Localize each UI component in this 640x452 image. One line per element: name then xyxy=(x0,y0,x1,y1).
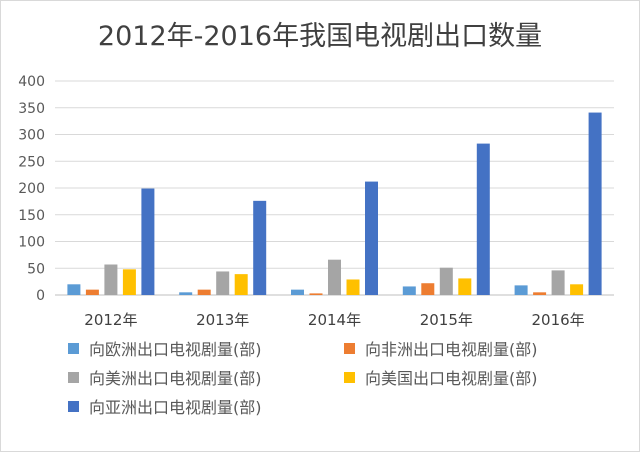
bar xyxy=(234,274,248,295)
bar xyxy=(197,289,211,295)
legend-swatch xyxy=(344,342,355,354)
bar xyxy=(67,284,81,295)
bar xyxy=(439,267,453,295)
y-tick-label: 350 xyxy=(18,101,45,117)
legend-label: 向欧洲出口电视剧量(部) xyxy=(89,340,262,359)
bar xyxy=(570,284,584,295)
bar xyxy=(122,269,136,295)
bar xyxy=(421,283,435,295)
bar xyxy=(476,143,490,295)
bar xyxy=(179,292,193,295)
legend-swatch xyxy=(68,342,79,354)
legend-swatch xyxy=(68,400,79,412)
x-tick-label: 2016年 xyxy=(532,311,585,329)
bar xyxy=(291,289,304,295)
x-axis-category-labels: 2012年 2013年 2014年 2015年 2016年 xyxy=(84,311,584,329)
legend-label: 向美国出口电视剧量(部) xyxy=(365,369,538,388)
y-axis-tick-labels: 0 50 100 150 200 250 300 350 400 xyxy=(18,74,45,304)
bar xyxy=(253,200,267,295)
y-tick-label: 150 xyxy=(18,208,45,224)
legend: 向欧洲出口电视剧量(部) 向非洲出口电视剧量(部) 向美洲出口电视剧量(部) 向美国出… xyxy=(68,336,628,418)
legend-item: 向亚洲出口电视剧量(部) xyxy=(68,394,344,418)
y-tick-label: 400 xyxy=(18,74,45,90)
legend-item: 向非洲出口电视剧量(部) xyxy=(344,336,620,360)
y-tick-label: 100 xyxy=(18,235,45,251)
bar xyxy=(551,270,565,295)
legend-label: 向非洲出口电视剧量(部) xyxy=(365,340,538,359)
legend-swatch xyxy=(68,371,79,383)
x-tick-label: 2014年 xyxy=(308,311,361,329)
bar xyxy=(365,181,378,295)
chart-title: 2012年-2016年我国电视剧出口数量 xyxy=(97,21,543,52)
bar xyxy=(85,289,99,295)
legend-label: 向亚洲出口电视剧量(部) xyxy=(89,398,262,417)
y-tick-label: 0 xyxy=(36,288,45,304)
bar xyxy=(458,278,472,295)
bar xyxy=(402,286,416,295)
legend-item: 向欧洲出口电视剧量(部) xyxy=(68,336,344,360)
bar xyxy=(104,264,118,295)
legend-item: 向美洲出口电视剧量(部) xyxy=(68,365,344,389)
legend-item: 向美国出口电视剧量(部) xyxy=(344,365,620,389)
legend-swatch xyxy=(344,371,355,383)
bar xyxy=(588,112,602,295)
bar xyxy=(216,271,230,295)
bars xyxy=(67,112,602,295)
y-tick-label: 300 xyxy=(18,128,45,144)
legend-label: 向美洲出口电视剧量(部) xyxy=(89,369,262,388)
bar xyxy=(141,188,155,295)
bar xyxy=(514,285,528,295)
bar xyxy=(328,259,341,295)
y-tick-label: 250 xyxy=(18,154,45,170)
x-tick-label: 2013年 xyxy=(196,311,249,329)
bar xyxy=(309,293,323,295)
x-tick-label: 2015年 xyxy=(420,311,473,329)
y-tick-label: 200 xyxy=(18,181,45,197)
y-tick-label: 50 xyxy=(27,261,45,277)
x-tick-label: 2012年 xyxy=(84,311,137,329)
bar xyxy=(533,292,547,295)
bar xyxy=(346,279,360,295)
